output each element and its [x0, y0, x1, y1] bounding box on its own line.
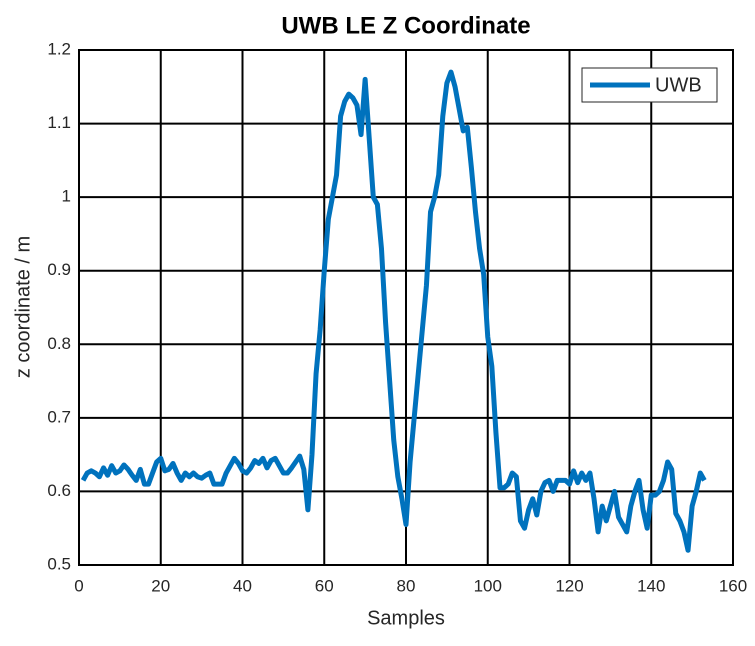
y-tick-label: 0.9 [47, 260, 71, 279]
y-axis-label: z coordinate / m [12, 236, 34, 378]
y-tick-label: 0.7 [47, 407, 71, 426]
y-tick-label: 1.2 [47, 39, 71, 58]
x-tick-label: 60 [315, 576, 334, 595]
x-axis-label: Samples [367, 607, 445, 629]
y-tick-label: 1 [62, 187, 71, 206]
x-tick-label: 80 [397, 576, 416, 595]
data-line [80, 69, 707, 553]
y-tick-label: 0.5 [47, 554, 71, 573]
x-tick-label: 140 [637, 576, 665, 595]
plot-frame [78, 49, 734, 566]
legend-label: UWB [655, 74, 702, 96]
y-tick-label: 0.8 [47, 334, 71, 353]
x-tick-label: 120 [555, 576, 583, 595]
x-tick-label: 160 [719, 576, 747, 595]
chart-title: UWB LE Z Coordinate [281, 12, 530, 39]
y-tick-label: 0.6 [47, 481, 71, 500]
y-tick-label: 1.1 [47, 113, 71, 132]
x-tick-label: 0 [74, 576, 83, 595]
x-tick-label: 40 [233, 576, 252, 595]
x-tick-label: 20 [151, 576, 170, 595]
x-tick-label: 100 [474, 576, 502, 595]
